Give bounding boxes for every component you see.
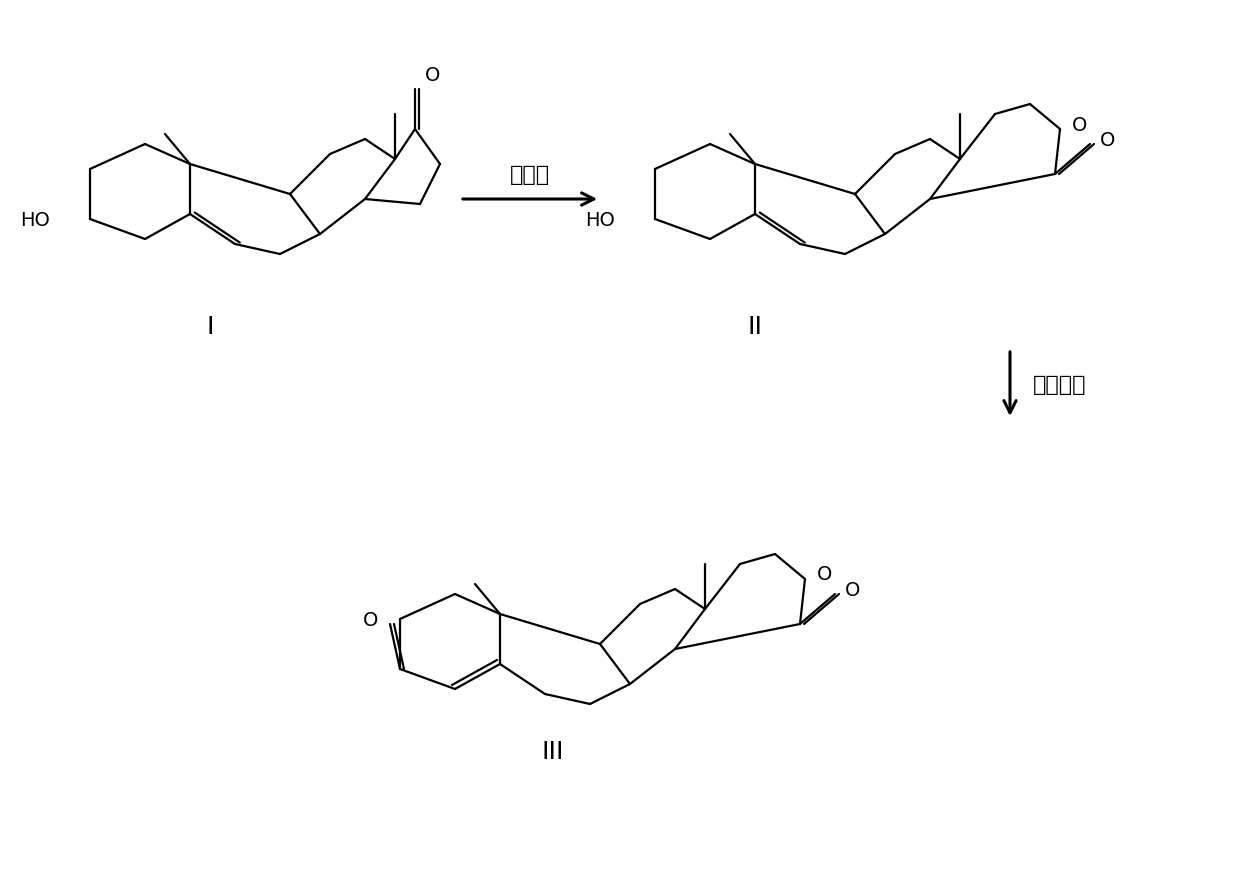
Text: O: O — [817, 565, 832, 584]
Text: HO: HO — [585, 210, 615, 229]
Text: II: II — [748, 315, 763, 339]
Text: O: O — [844, 580, 861, 599]
Text: 镌刀菌: 镌刀菌 — [510, 164, 551, 185]
Text: O: O — [1100, 131, 1115, 149]
Text: III: III — [541, 739, 564, 763]
Text: O: O — [1073, 115, 1087, 134]
Text: O: O — [425, 66, 440, 85]
Text: 戈登氏菌: 戈登氏菌 — [1033, 375, 1086, 394]
Text: I: I — [206, 315, 213, 339]
Text: O: O — [362, 610, 378, 628]
Text: HO: HO — [20, 210, 50, 229]
